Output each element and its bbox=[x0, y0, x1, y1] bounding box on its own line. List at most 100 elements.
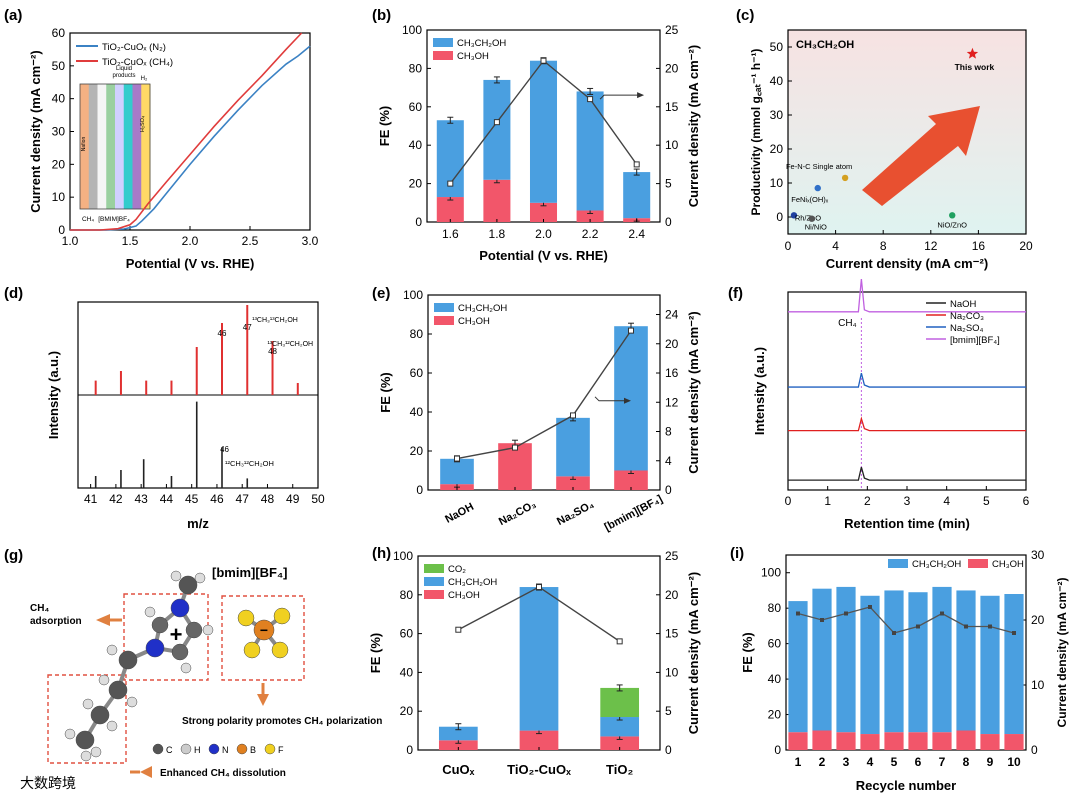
y-tick-label: 100 bbox=[761, 566, 781, 580]
current-density-point bbox=[455, 626, 462, 633]
current-density-point bbox=[536, 584, 542, 591]
legend-swatch bbox=[434, 316, 454, 325]
bar-ch3oh bbox=[836, 732, 856, 750]
legend-swatch bbox=[888, 559, 908, 568]
x-tick-label: CuOₓ bbox=[442, 762, 474, 777]
y2-axis-label: Current density (mA cm⁻²) bbox=[686, 572, 701, 734]
point-label: FeNiₓ(OH)ₓ bbox=[791, 195, 829, 204]
legend-label: TiO₂-CuOₓ (CH₄) bbox=[102, 57, 173, 68]
y2-tick-label: 15 bbox=[665, 627, 679, 641]
diagram-label: CH₄ bbox=[30, 603, 49, 614]
inset-layer bbox=[80, 84, 90, 209]
y2-tick-label: 0 bbox=[665, 215, 672, 229]
inset-label-liquid: Liquid bbox=[116, 66, 132, 72]
point-label: NiO/ZnO bbox=[937, 220, 967, 229]
legend-swatch bbox=[968, 559, 988, 568]
legend-atom bbox=[236, 743, 248, 755]
atom bbox=[145, 638, 165, 658]
current-density-point bbox=[633, 161, 640, 168]
inset-layer bbox=[106, 84, 116, 209]
y-tick-label: 0 bbox=[416, 483, 423, 497]
y-tick-label: 20 bbox=[770, 142, 784, 156]
panel-label-a: (a) bbox=[4, 7, 22, 24]
inset-frame bbox=[79, 83, 151, 210]
y-tick-label: 60 bbox=[400, 627, 414, 641]
panel-label-b: (b) bbox=[372, 7, 391, 24]
bar-ch3ch2oh bbox=[556, 417, 590, 477]
axis-arrow bbox=[599, 94, 639, 100]
legend-label: N bbox=[222, 745, 229, 755]
plot-frame-c bbox=[787, 29, 1027, 235]
legend-label: CO₂ bbox=[448, 564, 466, 575]
atom bbox=[80, 750, 92, 762]
y-tick-label: 40 bbox=[410, 405, 424, 419]
legend-label: CH₃OH bbox=[992, 559, 1024, 570]
y2-tick-label: 10 bbox=[665, 138, 679, 152]
current-density-point bbox=[587, 96, 594, 103]
bar-ch3oh bbox=[436, 197, 464, 222]
y2-tick-label: 20 bbox=[665, 588, 679, 602]
arrow bbox=[257, 694, 269, 706]
atom bbox=[170, 570, 182, 582]
bar-ch3oh bbox=[498, 443, 532, 490]
data-point bbox=[949, 212, 956, 219]
y-tick-label: 80 bbox=[409, 61, 423, 75]
legend-swatch bbox=[433, 51, 453, 60]
inset-label-products: products bbox=[112, 73, 135, 79]
panel-label-c: (c) bbox=[736, 7, 754, 24]
bar-ch3ch2oh bbox=[836, 586, 856, 733]
y2-axis-label: Current density (mA cm⁻²) bbox=[1055, 578, 1069, 728]
x-tick-label: TiO₂-CuOₓ bbox=[507, 762, 571, 777]
x-tick-label: 3 bbox=[904, 494, 911, 508]
legend-swatch bbox=[424, 577, 444, 586]
x-tick-label: 0 bbox=[785, 494, 792, 508]
atom bbox=[202, 624, 214, 636]
inset-label-ch4: CH₄ bbox=[82, 216, 94, 223]
bar-ch3oh bbox=[860, 734, 880, 750]
y-axis-label: Intensity (a.u.) bbox=[46, 351, 61, 439]
bar-ch3oh bbox=[908, 732, 928, 750]
x-axis-label: Recycle number bbox=[856, 778, 956, 793]
legend-label: CH₃CH₂OH bbox=[912, 559, 961, 570]
x-axis-label: Current density (mA cm⁻²) bbox=[826, 256, 988, 271]
x-tick-label: 1.0 bbox=[62, 234, 79, 248]
diagram-title: [bmim][BF₄] bbox=[212, 565, 288, 580]
bar-ch3oh bbox=[884, 732, 904, 750]
y-tick-label: 20 bbox=[400, 704, 414, 718]
x-tick-label: 2.0 bbox=[535, 227, 552, 241]
atom bbox=[253, 619, 275, 641]
series-line bbox=[70, 45, 311, 231]
y-tick-label: 40 bbox=[770, 74, 784, 88]
atom bbox=[90, 746, 102, 758]
y-tick-label: 20 bbox=[410, 444, 424, 458]
y-tick-label: 60 bbox=[409, 100, 423, 114]
x-tick-label: 3 bbox=[843, 755, 850, 769]
atom bbox=[75, 730, 95, 750]
current-density-point bbox=[844, 611, 848, 616]
panel-label-i: (i) bbox=[730, 545, 744, 562]
y-tick-label: 100 bbox=[403, 288, 423, 302]
inset-layer bbox=[88, 84, 98, 209]
inset-layer bbox=[97, 84, 107, 209]
legend-swatch bbox=[433, 38, 453, 47]
atom bbox=[180, 662, 192, 674]
x-tick-label: 6 bbox=[915, 755, 922, 769]
peak-label: 46 bbox=[218, 329, 227, 338]
y2-tick-label: 25 bbox=[665, 549, 679, 563]
y2-tick-label: 10 bbox=[665, 665, 679, 679]
x-axis-label: Retention time (min) bbox=[844, 516, 970, 531]
legend-label: C bbox=[166, 745, 173, 755]
bar-ch3ch2oh bbox=[519, 587, 559, 731]
x-axis-label: m/z bbox=[187, 516, 209, 531]
y-tick-label: 30 bbox=[52, 125, 66, 139]
y2-tick-label: 16 bbox=[665, 366, 679, 380]
x-tick-label: 1.8 bbox=[489, 227, 506, 241]
y2-axis-label: Current density (mA cm⁻²) bbox=[686, 311, 701, 473]
current-density-point bbox=[868, 605, 872, 609]
x-tick-label: 5 bbox=[983, 494, 990, 508]
current-density-point bbox=[454, 455, 460, 462]
peak-label: CH₄ bbox=[838, 318, 857, 329]
atom bbox=[178, 575, 198, 595]
y-tick-label: 100 bbox=[402, 23, 422, 37]
y-tick-label: 0 bbox=[774, 743, 781, 757]
